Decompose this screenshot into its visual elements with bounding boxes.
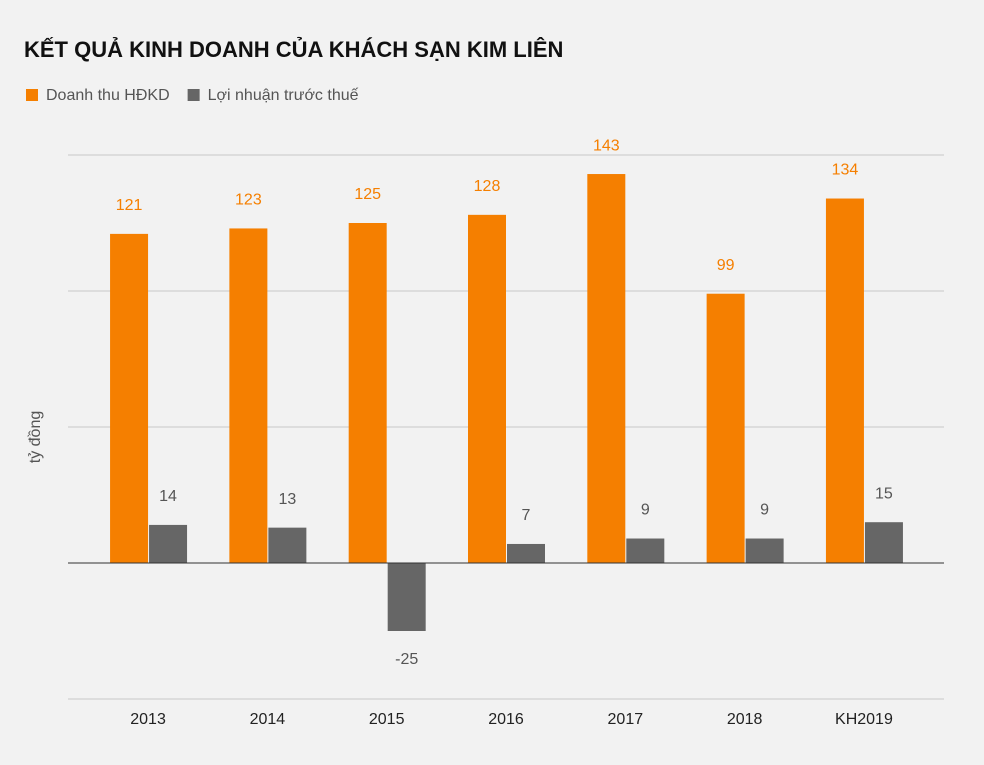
value-label: 14 — [159, 488, 177, 505]
x-tick-label: KH2019 — [835, 711, 893, 728]
value-label: 134 — [832, 162, 859, 179]
bar — [229, 228, 268, 563]
bar — [626, 538, 665, 563]
value-label: 125 — [354, 186, 381, 203]
legend-label: Doanh thu HĐKD — [46, 87, 170, 104]
value-label: 13 — [278, 491, 296, 508]
value-label: 123 — [235, 192, 262, 209]
bar — [587, 174, 626, 564]
legend-label: Lợi nhuận trước thuế — [208, 87, 359, 104]
x-tick-label: 2017 — [608, 711, 644, 728]
value-label: 99 — [717, 257, 735, 274]
legend-swatch — [26, 89, 38, 101]
value-label: 128 — [474, 178, 501, 195]
x-tick-label: 2014 — [250, 711, 286, 728]
bar — [825, 198, 864, 563]
bar — [507, 543, 545, 563]
x-tick-label: 2018 — [727, 711, 763, 728]
bar — [468, 214, 506, 563]
value-label: 9 — [760, 502, 769, 519]
x-tick-label: 2016 — [488, 711, 524, 728]
value-label: 121 — [116, 197, 143, 214]
value-label: 7 — [522, 507, 531, 524]
bar — [110, 233, 149, 563]
bar — [864, 522, 903, 563]
value-label: -25 — [395, 651, 418, 668]
chart-title: KẾT QUẢ KINH DOANH CỦA KHÁCH SẠN KIM LIÊ… — [24, 37, 563, 62]
value-label: 15 — [875, 485, 893, 502]
bar — [706, 293, 745, 563]
bar — [268, 527, 307, 563]
value-label: 9 — [641, 502, 650, 519]
value-label: 143 — [593, 137, 620, 154]
bar — [387, 563, 426, 631]
bar — [149, 524, 188, 563]
legend-swatch — [187, 89, 200, 101]
bar — [745, 538, 784, 563]
bar — [348, 223, 387, 563]
y-axis-label: tỷ đồng — [27, 411, 44, 463]
x-tick-label: 2013 — [130, 711, 166, 728]
x-tick-label: 2015 — [369, 711, 405, 728]
